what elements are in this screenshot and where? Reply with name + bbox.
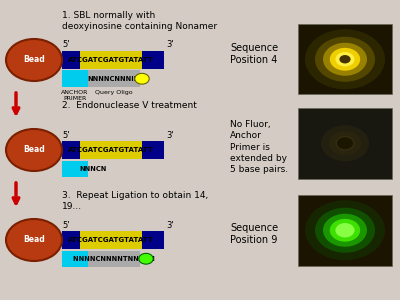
- Bar: [142, 231, 164, 249]
- Circle shape: [6, 219, 62, 261]
- Text: 3': 3': [166, 40, 174, 50]
- Text: No Fluor,
Anchor
Primer is
extended by
5 base pairs.: No Fluor, Anchor Primer is extended by 5…: [230, 120, 288, 174]
- Circle shape: [330, 48, 360, 70]
- Text: NNNNCNNNNTNNNI N: NNNNCNNNNTNNNI N: [73, 256, 155, 262]
- Text: ATCGATCGATGTATATT: ATCGATCGATGTATATT: [68, 57, 154, 63]
- Bar: [62, 250, 88, 267]
- Circle shape: [6, 39, 62, 81]
- Bar: [62, 51, 80, 69]
- Bar: [80, 51, 142, 69]
- Bar: [298, 108, 392, 178]
- Circle shape: [329, 131, 361, 155]
- Bar: [80, 231, 142, 249]
- Bar: [88, 70, 140, 87]
- Circle shape: [339, 55, 350, 63]
- Text: 5': 5': [62, 220, 70, 230]
- Text: 5': 5': [62, 130, 70, 140]
- Text: Bead: Bead: [23, 146, 45, 154]
- Text: 1. SBL normally with
deoxyinosine containing Nonamer: 1. SBL normally with deoxyinosine contai…: [62, 11, 217, 31]
- Text: ATCGATCGATGTATATT: ATCGATCGATGTATATT: [68, 147, 154, 153]
- Text: 3': 3': [166, 220, 174, 230]
- Text: ANCHOR
PRIMER: ANCHOR PRIMER: [61, 90, 89, 101]
- Text: Query Oligo: Query Oligo: [95, 90, 133, 95]
- Text: 3': 3': [166, 130, 174, 140]
- Text: Sequence
Position 4: Sequence Position 4: [230, 43, 278, 65]
- Circle shape: [321, 125, 369, 161]
- Circle shape: [335, 52, 355, 66]
- Circle shape: [315, 37, 375, 82]
- Text: ATCGATCGATGTATATT: ATCGATCGATGTATATT: [68, 237, 154, 243]
- Text: 5': 5': [62, 40, 70, 50]
- Text: 2.  Endonuclease V treatment: 2. Endonuclease V treatment: [62, 100, 197, 109]
- Circle shape: [305, 29, 385, 89]
- Circle shape: [135, 74, 149, 84]
- Circle shape: [305, 200, 385, 260]
- Bar: [88, 250, 140, 267]
- Bar: [62, 231, 80, 249]
- Bar: [142, 51, 164, 69]
- Text: Sequence
Position 9: Sequence Position 9: [230, 223, 278, 245]
- Text: NNNCN: NNNCN: [79, 166, 106, 172]
- Text: 3.  Repeat Ligation to obtain 14,
19...: 3. Repeat Ligation to obtain 14, 19...: [62, 190, 208, 211]
- Bar: [62, 70, 88, 87]
- Circle shape: [315, 208, 375, 253]
- Bar: [298, 24, 392, 94]
- Circle shape: [323, 214, 367, 247]
- Circle shape: [6, 129, 62, 171]
- Circle shape: [323, 43, 367, 76]
- Circle shape: [139, 253, 153, 264]
- Bar: [62, 141, 80, 159]
- Circle shape: [336, 137, 354, 150]
- Bar: [298, 195, 392, 266]
- Text: Bead: Bead: [23, 236, 45, 244]
- Bar: [80, 141, 142, 159]
- Circle shape: [330, 219, 360, 242]
- Text: Bead: Bead: [23, 56, 45, 64]
- Bar: [62, 160, 88, 177]
- Circle shape: [335, 223, 355, 238]
- Text: NNNNCNNNIN: NNNNCNNNIN: [88, 76, 140, 82]
- Bar: [142, 141, 164, 159]
